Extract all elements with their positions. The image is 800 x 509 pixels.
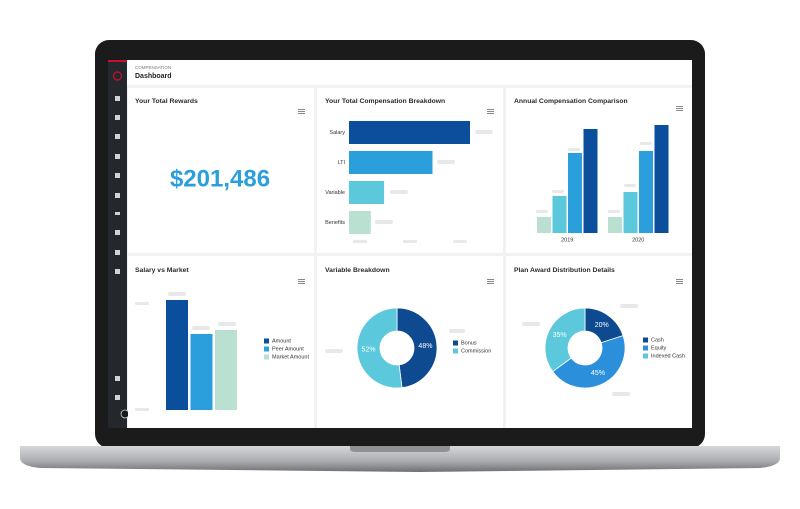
bar: [654, 125, 669, 233]
nav-icon[interactable]: [115, 115, 120, 120]
laptop-notch: [350, 446, 450, 452]
sidebar: [108, 60, 127, 428]
menu-icon[interactable]: [676, 106, 683, 107]
slice-label: 45%: [591, 370, 605, 377]
nav-icon[interactable]: [115, 230, 120, 235]
panel: [317, 256, 503, 428]
header: [127, 60, 692, 85]
bar: [190, 334, 213, 410]
legend-swatch: [643, 353, 648, 359]
collapse-button[interactable]: [120, 409, 130, 419]
category-label: Salary: [329, 130, 345, 136]
menu-icon[interactable]: [487, 109, 494, 110]
legend-label: Cash: [651, 337, 664, 343]
category-label: Benefits: [325, 220, 345, 226]
legend-swatch: [643, 337, 648, 343]
nav-icon[interactable]: [115, 193, 120, 198]
panel-title: Salary vs Market: [135, 267, 189, 274]
placeholders: [135, 130, 652, 411]
nav-icon[interactable]: [115, 269, 120, 274]
menu-icon[interactable]: [298, 279, 305, 280]
bar: [349, 181, 385, 204]
nav-icon[interactable]: [115, 395, 120, 400]
legend-swatch: [264, 338, 269, 344]
panel-title: Your Total Compensation Breakdown: [325, 98, 445, 105]
panel: [128, 88, 314, 253]
nav-icon[interactable]: [115, 96, 120, 101]
menu-icon[interactable]: [298, 109, 305, 110]
donut-slice: [552, 335, 626, 389]
legend-label: Bonus: [461, 340, 477, 346]
legend-swatch: [264, 354, 269, 360]
category-label: 2020: [632, 237, 644, 243]
nav-icon[interactable]: [115, 134, 120, 139]
category-label: Variable: [325, 190, 345, 196]
slice-label: 20%: [595, 322, 609, 329]
nav-icon[interactable]: [115, 212, 120, 215]
menu-icon[interactable]: [676, 279, 683, 280]
section-label: COMPENSATION: [135, 65, 171, 70]
legend-label: Indexed Cash: [651, 353, 685, 359]
sidebar-icons: [115, 96, 130, 419]
slice-label: 52%: [362, 347, 376, 354]
logo[interactable]: [112, 71, 123, 81]
legend-swatch: [453, 348, 458, 354]
bar: [349, 121, 470, 144]
bar: [166, 300, 188, 410]
bar: [583, 129, 598, 233]
donut-slice: [544, 307, 586, 373]
donut-slice: [356, 307, 403, 389]
panel: [506, 256, 692, 428]
nav-icon[interactable]: [115, 154, 120, 159]
bar: [349, 211, 371, 234]
panel-menus: [298, 106, 683, 284]
legend-label: Commission: [461, 348, 491, 354]
legend-swatch: [453, 340, 458, 346]
bar: [639, 151, 653, 233]
nav-icon[interactable]: [115, 376, 120, 381]
donut-slice: [396, 307, 438, 389]
total-rewards-value: $201,486: [170, 165, 270, 192]
bar: [568, 153, 582, 233]
bar: [215, 330, 237, 410]
bar: [552, 196, 567, 233]
laptop-base: [20, 446, 780, 472]
nav-icon[interactable]: [115, 250, 120, 255]
bar: [349, 151, 433, 174]
category-label: LTI: [337, 160, 345, 166]
panel-title: Variable Breakdown: [325, 267, 390, 274]
panel-title: Plan Award Distribution Details: [514, 267, 615, 274]
legend-swatch: [264, 346, 269, 352]
bar: [537, 217, 551, 233]
slice-label: 35%: [553, 332, 567, 339]
menu-icon[interactable]: [487, 279, 494, 280]
legend-label: Equity: [651, 345, 667, 351]
slice-label: 48%: [418, 343, 432, 350]
panel-title: Your Total Rewards: [135, 98, 198, 105]
bar: [608, 217, 622, 233]
category-label: 2019: [561, 237, 573, 243]
panels: [128, 88, 692, 428]
nav-icon[interactable]: [115, 173, 120, 178]
legend-swatch: [643, 345, 648, 351]
legend-label: Amount: [272, 338, 291, 344]
bar: [623, 192, 638, 233]
panel-title: Annual Compensation Comparison: [514, 98, 628, 105]
legend-label: Peer Amount: [272, 346, 304, 352]
legend-label: Market Amount: [272, 354, 309, 360]
accent: [108, 60, 127, 62]
page-title: Dashboard: [135, 73, 172, 80]
